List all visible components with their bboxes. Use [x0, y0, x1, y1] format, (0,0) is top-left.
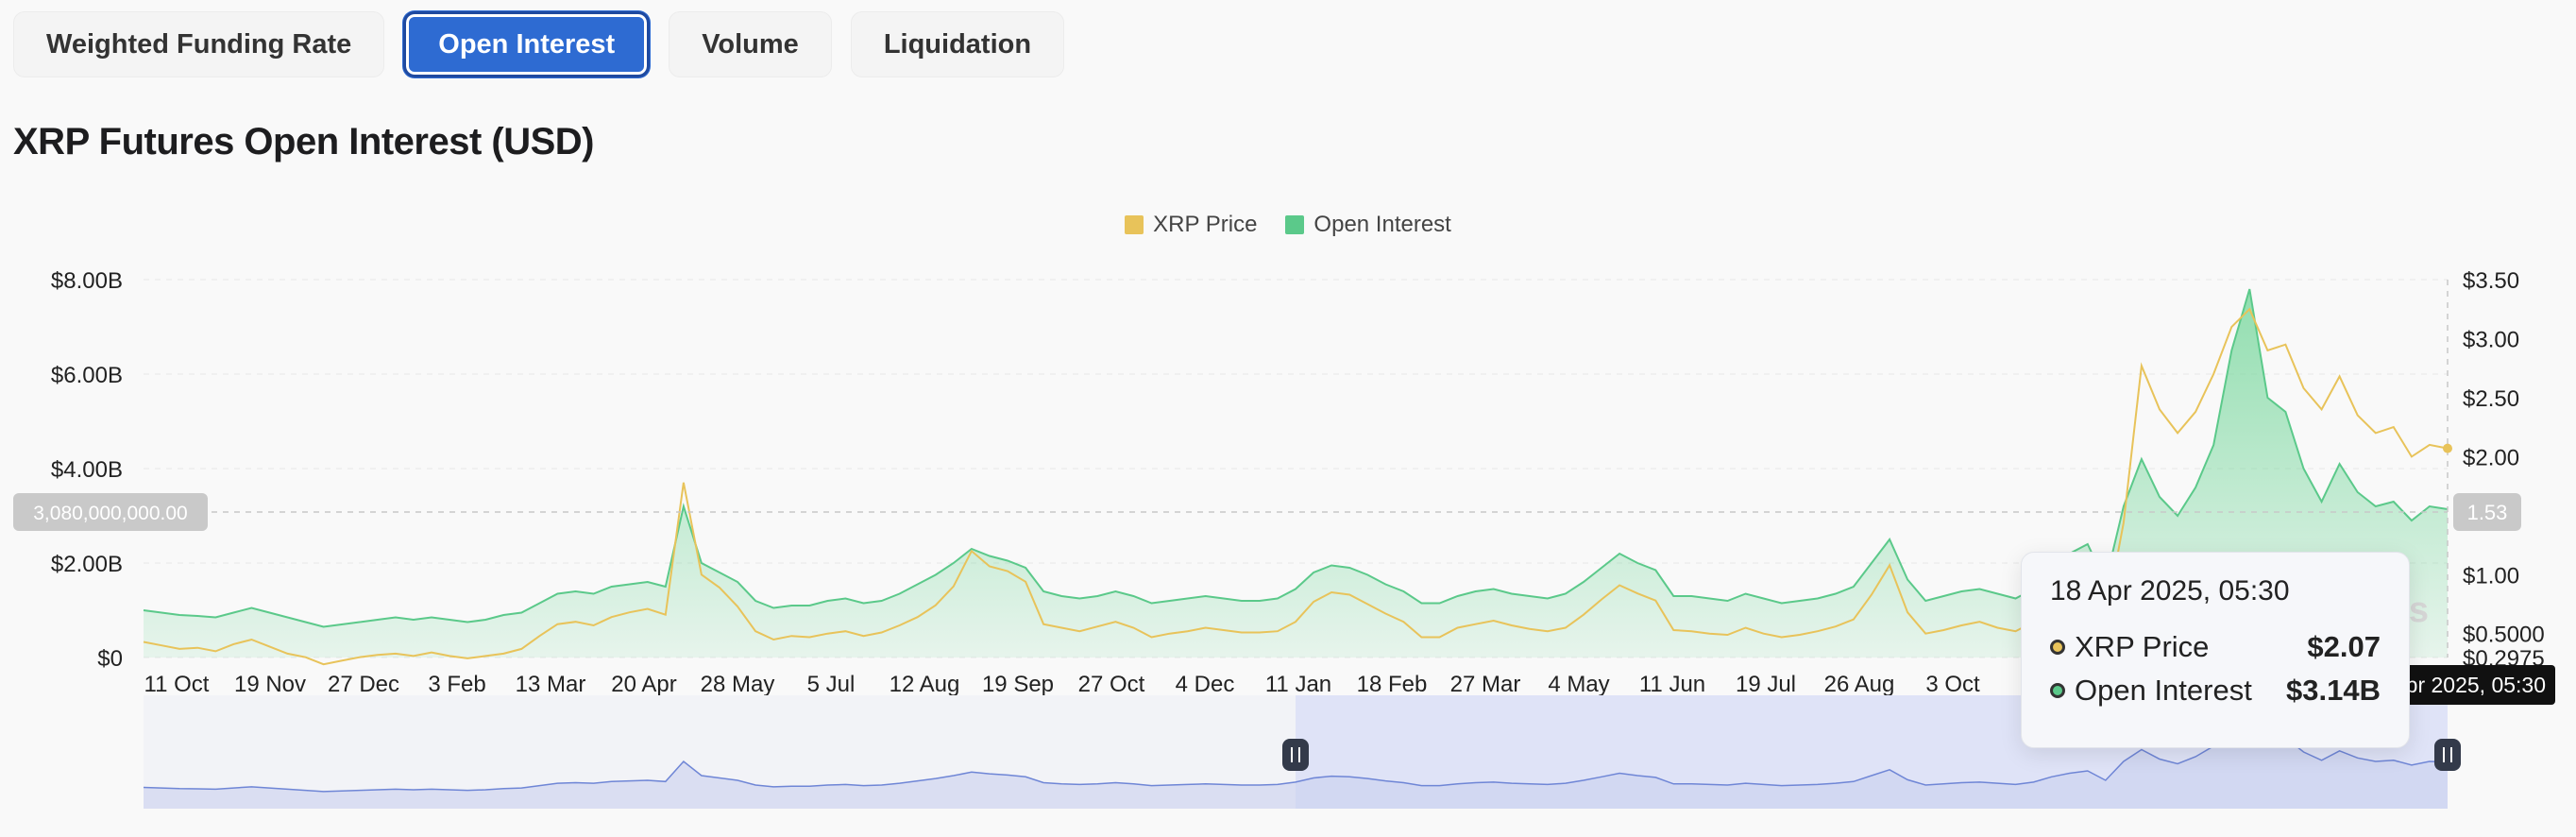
- y-right-tick-label: $3.00: [2463, 327, 2519, 352]
- x-tick-label: 28 May: [701, 672, 775, 697]
- x-tick-label: 11 Jan: [1265, 672, 1331, 697]
- x-tick-label: 5 Jul: [807, 672, 856, 697]
- legend-swatch-open-interest: [1285, 215, 1305, 234]
- x-tick-label: 27 Oct: [1078, 672, 1145, 697]
- tooltip-dot-price: [2050, 640, 2065, 655]
- y-left-tick-label: $6.00B: [51, 363, 123, 388]
- tab-weighted-funding-rate[interactable]: Weighted Funding Rate: [13, 11, 385, 77]
- x-tick-label: 26 Aug: [1824, 672, 1895, 697]
- x-tick-label: 3 Feb: [428, 672, 485, 697]
- legend-item-price[interactable]: XRP Price: [1125, 212, 1257, 238]
- chart-legend: XRP Price Open Interest: [0, 212, 2576, 238]
- tooltip-label-price: XRP Price: [2075, 630, 2210, 663]
- x-tick-label: 27 Dec: [328, 672, 399, 697]
- x-tick-label: 20 Apr: [611, 672, 676, 697]
- tooltip-dot-open-interest: [2050, 683, 2065, 698]
- x-tick-label: 19 Nov: [234, 672, 306, 697]
- x-tick-label: 3 Oct: [1925, 672, 1980, 697]
- tab-liquidation[interactable]: Liquidation: [850, 11, 1065, 77]
- y-right-tick-label: $2.50: [2463, 386, 2519, 412]
- page-title: XRP Futures Open Interest (USD): [13, 121, 594, 162]
- crosshair-y-right-badge: [2453, 493, 2521, 531]
- crosshair-y-left-badge: [13, 493, 208, 531]
- navigator-line: [143, 706, 2449, 793]
- x-tick-label: 11 Jun: [1639, 672, 1705, 697]
- tooltip-row-open-interest: Open Interest $3.14B: [2050, 674, 2381, 708]
- y-left-tick-label: $4.00B: [51, 457, 123, 483]
- legend-label-open-interest: Open Interest: [1313, 212, 1451, 237]
- navigator-handle-left[interactable]: [1282, 739, 1309, 771]
- crosshair-y-right-label: 1.53: [2467, 501, 2508, 524]
- x-tick-label: 19 Sep: [982, 672, 1054, 697]
- tab-volume[interactable]: Volume: [669, 11, 832, 77]
- chart-tooltip: 18 Apr 2025, 05:30 XRP Price $2.07 Open …: [2021, 552, 2410, 748]
- tooltip-time: 18 Apr 2025, 05:30: [2050, 575, 2290, 606]
- x-tick-label: 19 Jul: [1736, 672, 1796, 697]
- open-interest-area: [144, 289, 2448, 658]
- crosshair-price-point: [2443, 443, 2452, 453]
- y-right-tick-label: $2.00: [2463, 445, 2519, 470]
- x-tick-label: 4 May: [1548, 672, 1609, 697]
- legend-item-open-interest[interactable]: Open Interest: [1285, 212, 1451, 238]
- y-right-tick-label: $3.50: [2463, 268, 2519, 294]
- crosshair-y-left-label: 3,080,000,000.00: [33, 503, 188, 524]
- x-tick-label: 12 Aug: [890, 672, 960, 697]
- x-tick-label: 27 Mar: [1450, 672, 1521, 697]
- y-right-tick-label: $1.00: [2463, 563, 2519, 589]
- y-right-tick-label: $0.5000: [2463, 623, 2545, 648]
- tooltip-label-open-interest: Open Interest: [2075, 674, 2252, 707]
- tooltip-value-open-interest: $3.14B: [2286, 674, 2381, 707]
- tab-open-interest[interactable]: Open Interest: [403, 11, 651, 77]
- navigator-handle-right[interactable]: [2434, 739, 2461, 771]
- legend-label-price: XRP Price: [1153, 212, 1258, 237]
- tooltip-value-price: $2.07: [2307, 630, 2381, 663]
- tab-bar: Weighted Funding Rate Open Interest Volume…: [13, 11, 1065, 77]
- x-tick-label: 4 Dec: [1176, 672, 1235, 697]
- x-tick-label: 11 Oct: [144, 672, 210, 697]
- navigator-area: [144, 707, 2448, 809]
- x-tick-label: 18 Feb: [1357, 672, 1428, 697]
- y-left-tick-label: $8.00B: [51, 268, 123, 294]
- tooltip-row-price: XRP Price $2.07: [2050, 630, 2381, 664]
- y-left-tick-label: $0: [97, 646, 123, 672]
- legend-swatch-price: [1125, 215, 1144, 234]
- x-tick-label: 13 Mar: [516, 672, 586, 697]
- y-left-tick-label: $2.00B: [51, 552, 123, 577]
